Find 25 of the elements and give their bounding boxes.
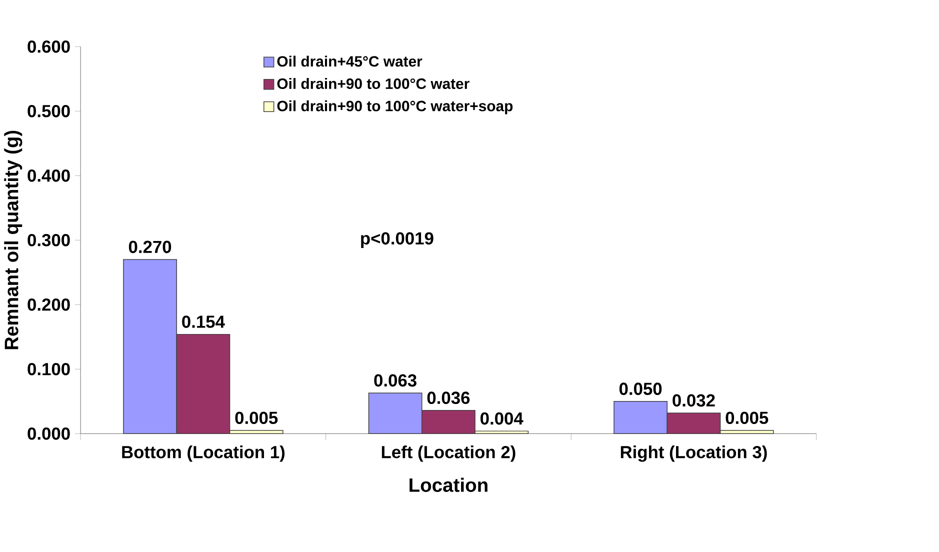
data-label: 0.005 bbox=[726, 412, 768, 424]
data-label: 0.050 bbox=[619, 382, 662, 395]
y-tick-label: 0.500 bbox=[28, 104, 70, 118]
y-tick-label: 0.000 bbox=[28, 427, 70, 440]
data-label: 0.063 bbox=[374, 374, 416, 387]
data-label: 0.032 bbox=[672, 394, 715, 407]
annotation: p<0.0019 bbox=[361, 232, 434, 248]
legend-label: Oil drain+45°C water bbox=[277, 56, 422, 67]
legend-label: Oil drain+90 to 100°C water bbox=[277, 78, 470, 89]
y-tick-label: 0.100 bbox=[28, 362, 70, 376]
y-tick-label: 0.200 bbox=[28, 298, 70, 311]
y-tick-label: 0.600 bbox=[28, 40, 70, 53]
y-axis-title: Remnant oil quantity (g) bbox=[4, 130, 22, 350]
data-label: 0.270 bbox=[128, 240, 172, 254]
x-axis-title: Location bbox=[410, 478, 488, 492]
data-label: 0.004 bbox=[480, 412, 524, 425]
data-label: 0.036 bbox=[427, 392, 470, 404]
x-tick-label: Bottom (Location 1) bbox=[122, 445, 285, 462]
legend-label: Oil drain+90 to 100°C water+soap bbox=[277, 100, 513, 114]
x-tick-label: Left (Location 2) bbox=[382, 445, 516, 462]
data-label: 0.154 bbox=[182, 316, 225, 328]
x-tick-label: Right (Location 3) bbox=[620, 445, 767, 462]
y-tick-label: 0.400 bbox=[28, 169, 70, 182]
data-label: 0.005 bbox=[235, 412, 278, 424]
y-tick-label: 0.300 bbox=[28, 234, 70, 246]
